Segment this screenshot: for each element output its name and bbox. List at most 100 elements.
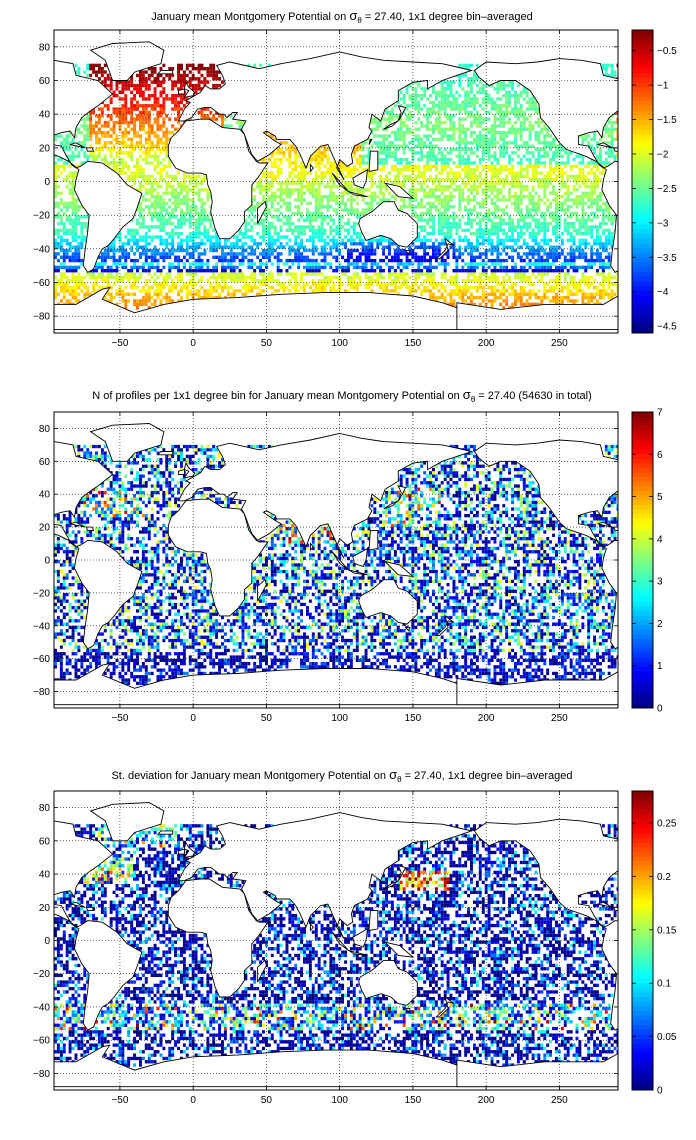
heatmap-cell [56, 134, 60, 138]
heatmap-cell [587, 228, 591, 232]
heatmap-cell [156, 171, 160, 175]
heatmap-cell [464, 137, 468, 142]
heatmap-cell [347, 258, 350, 263]
heatmap-cell [68, 154, 72, 158]
heatmap-cell [443, 221, 447, 226]
heatmap-cell [385, 178, 389, 182]
heatmap-cell [165, 211, 169, 216]
heatmap-cell [347, 248, 350, 253]
heatmap-cell [92, 157, 96, 162]
heatmap-cell [136, 144, 139, 148]
heatmap-cell [505, 134, 509, 138]
heatmap-cell [528, 211, 532, 216]
heatmap-cell [528, 282, 532, 286]
heatmap-cell [71, 154, 75, 158]
heatmap-cell [74, 285, 78, 290]
heatmap-cell [432, 215, 435, 219]
heatmap-cell [203, 178, 207, 182]
heatmap-cell [291, 147, 295, 152]
heatmap-cell [358, 164, 362, 169]
heatmap-cell [555, 248, 558, 253]
heatmap-cell [555, 265, 558, 270]
heatmap-cell [153, 235, 157, 239]
heatmap-cell [65, 228, 69, 232]
heatmap-cell [174, 248, 178, 253]
heatmap-cell [569, 215, 573, 219]
heatmap-cell [209, 248, 213, 253]
heatmap-cell [578, 195, 582, 199]
heatmap-cell [156, 198, 160, 202]
heatmap-cell [555, 218, 558, 222]
heatmap-cell [165, 292, 169, 296]
heatmap-cell [434, 161, 438, 165]
heatmap-cell [449, 181, 453, 185]
heatmap-cell [174, 275, 178, 280]
heatmap-cell [65, 232, 69, 236]
heatmap-cell [308, 191, 312, 195]
heatmap-cell [475, 215, 479, 219]
heatmap-cell [71, 141, 75, 145]
heatmap-cell [496, 157, 500, 162]
heatmap-cell [133, 279, 137, 283]
heatmap-cell [171, 282, 175, 286]
heatmap-cell [191, 178, 195, 182]
heatmap-cell [607, 154, 611, 158]
heatmap-cell [572, 285, 576, 290]
heatmap-cell [335, 171, 339, 175]
heatmap-cell [607, 255, 611, 259]
heatmap-cell [317, 161, 321, 165]
heatmap-cell [508, 195, 512, 199]
heatmap-cell [396, 174, 400, 179]
heatmap-cell [461, 289, 465, 293]
heatmap-cell [267, 242, 271, 246]
heatmap-cell [71, 238, 75, 243]
heatmap-cell [543, 262, 547, 266]
heatmap-cell [543, 161, 547, 165]
heatmap-cell [165, 208, 169, 212]
heatmap-cell [364, 255, 368, 259]
heatmap-cell [188, 225, 192, 229]
heatmap-cell [323, 228, 327, 232]
heatmap-cell [531, 218, 535, 222]
heatmap-cell [478, 282, 482, 286]
heatmap-cell [165, 238, 169, 243]
heatmap-cell [402, 248, 406, 253]
heatmap-cell [250, 208, 254, 212]
heatmap-cell [455, 171, 459, 175]
heatmap-cell [599, 208, 602, 212]
heatmap-cell [358, 157, 362, 162]
heatmap-cell [364, 265, 368, 270]
heatmap-cell [587, 141, 591, 145]
heatmap-cell [320, 289, 324, 293]
heatmap-cell [455, 225, 459, 229]
heatmap-cell [557, 245, 561, 249]
heatmap-cell [139, 201, 142, 206]
heatmap-cell [382, 235, 386, 239]
heatmap-cell [434, 137, 438, 142]
heatmap-cell [505, 151, 509, 155]
heatmap-cell [279, 181, 283, 185]
heatmap-cell [508, 228, 512, 232]
heatmap-cell [473, 161, 476, 165]
heatmap-cell [607, 147, 611, 152]
heatmap-cell [65, 205, 69, 209]
heatmap-cell [165, 151, 169, 155]
heatmap-cell [616, 289, 618, 293]
heatmap-cell [320, 232, 324, 236]
heatmap-cell [106, 161, 110, 165]
heatmap-cell [511, 141, 515, 145]
heatmap-cell [452, 174, 456, 179]
heatmap-cell [601, 292, 605, 296]
heatmap-cell [335, 255, 339, 259]
heatmap-cell [385, 282, 389, 286]
heatmap-cell [385, 238, 389, 243]
heatmap-cell [593, 164, 597, 169]
heatmap-cell [367, 161, 371, 165]
heatmap-cell [209, 245, 213, 249]
heatmap-cell [540, 269, 544, 273]
heatmap-cell [288, 228, 292, 232]
heatmap-cell [613, 154, 617, 158]
heatmap-cell [80, 225, 84, 229]
heatmap-cell [62, 289, 66, 293]
heatmap-cell [543, 141, 547, 145]
